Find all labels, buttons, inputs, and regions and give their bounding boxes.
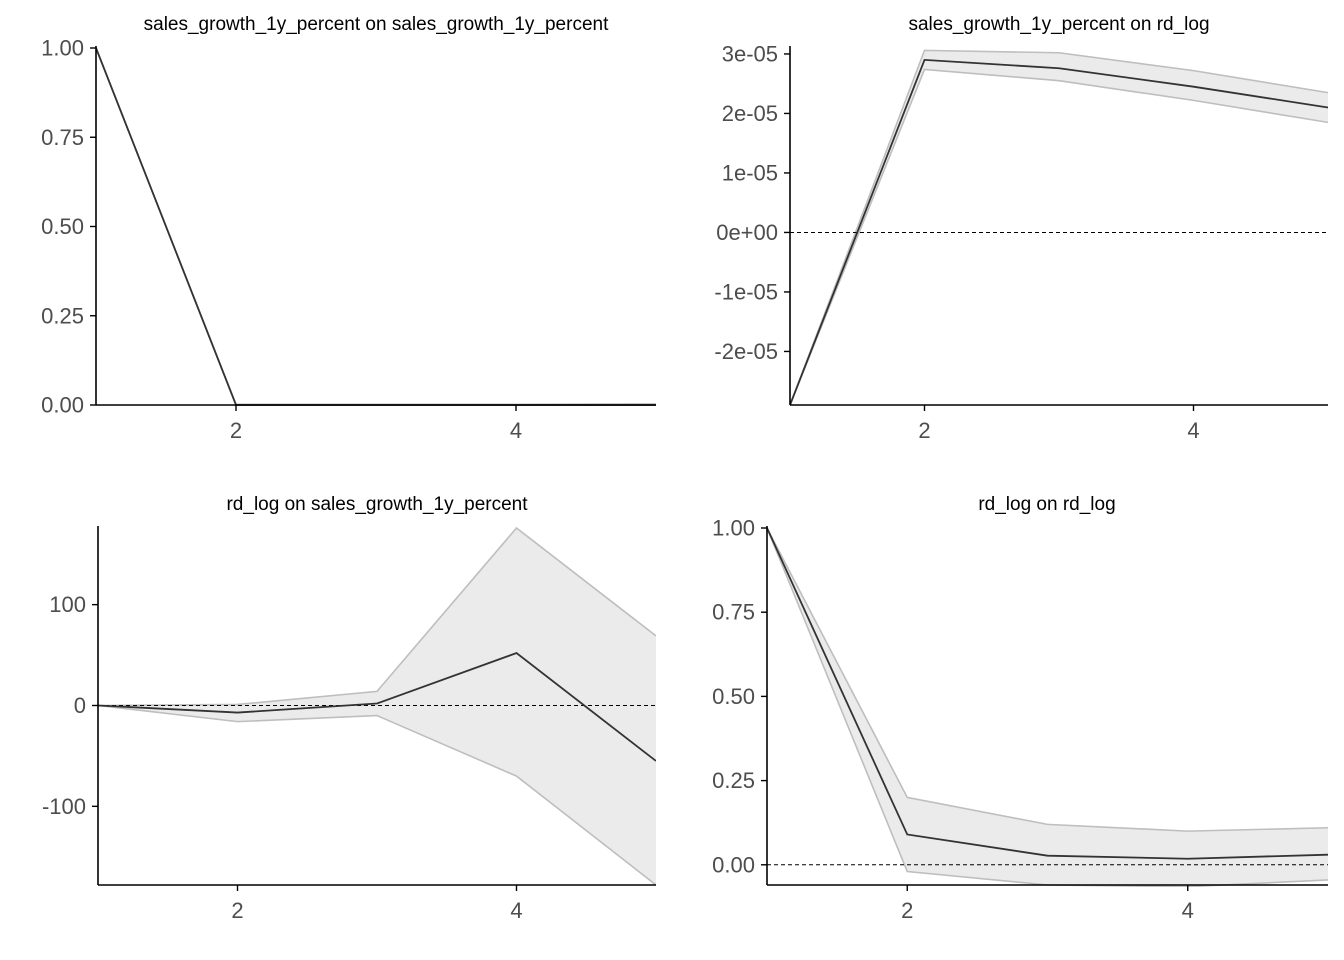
plot-area xyxy=(98,526,656,886)
x-tick-label: 4 xyxy=(510,898,522,923)
lower-bound-line xyxy=(96,47,656,406)
irf-line xyxy=(96,47,656,406)
y-tick-label: -1e-05 xyxy=(714,279,778,304)
y-tick-label: 100 xyxy=(49,592,86,617)
confidence-band xyxy=(96,48,656,405)
confidence-band xyxy=(767,528,1328,887)
plot-area xyxy=(96,47,656,406)
y-tick-label: 0.50 xyxy=(712,684,755,709)
y-tick-label: 0.75 xyxy=(41,125,84,150)
x-tick-label: 2 xyxy=(231,898,243,923)
confidence-band xyxy=(98,528,656,885)
irf-line xyxy=(790,58,1328,406)
x-tick-label: 2 xyxy=(901,898,913,923)
plot-area xyxy=(790,49,1328,406)
x-tick-label: 2 xyxy=(230,418,242,443)
x-tick-label: 4 xyxy=(510,418,522,443)
y-tick-label: 0 xyxy=(74,693,86,718)
irf-line xyxy=(767,527,1328,860)
upper-bound-line xyxy=(98,526,656,707)
y-tick-label: 1.00 xyxy=(41,36,84,61)
y-tick-label: 0.25 xyxy=(41,303,84,328)
irf-panel-1: 0.00 0.25 0.50 0.75 1.00 2 4 sales_growth_1y_pe… xyxy=(41,14,656,443)
upper-bound-line xyxy=(790,49,1328,406)
irf-line xyxy=(98,652,656,762)
plot-area xyxy=(767,527,1328,887)
y-tick-label: 0.50 xyxy=(41,214,84,239)
panel-title: rd_log on sales_growth_1y_percent xyxy=(226,494,528,515)
y-tick-label: 1e-05 xyxy=(722,160,778,185)
y-tick-label: -100 xyxy=(42,794,86,819)
lower-bound-line xyxy=(790,68,1328,406)
y-tick-label: 2e-05 xyxy=(722,101,778,126)
y-tick-label: 0e+00 xyxy=(716,220,778,245)
x-tick-label: 4 xyxy=(1182,898,1194,923)
y-tick-label: 0.25 xyxy=(712,768,755,793)
irf-panel-4: 0.00 0.25 0.50 0.75 1.00 2 4 rd_log on rd_log xyxy=(712,494,1328,923)
y-tick-label: 0.00 xyxy=(712,852,755,877)
upper-bound-line xyxy=(96,47,656,406)
y-tick-label: -2e-05 xyxy=(714,339,778,364)
lower-bound-line xyxy=(98,704,656,886)
irf-panel-2: -2e-05 -1e-05 0e+00 1e-05 2e-05 3e-05 2 4 sales_… xyxy=(714,14,1328,443)
panel-title: sales_growth_1y_percent on rd_log xyxy=(908,14,1209,35)
x-tick-label: 4 xyxy=(1187,418,1199,443)
x-tick-label: 2 xyxy=(918,418,930,443)
irf-panel-3: -100 0 100 2 4 rd_log on sales_growth_1y_perc… xyxy=(42,494,656,923)
upper-bound-line xyxy=(767,527,1328,832)
y-tick-label: 3e-05 xyxy=(722,41,778,66)
y-tick-label: 1.00 xyxy=(712,516,755,541)
confidence-band xyxy=(790,50,1328,405)
panel-title: sales_growth_1y_percent on sales_growth_… xyxy=(144,14,609,35)
y-tick-label: 0.00 xyxy=(41,393,84,418)
panel-title: rd_log on rd_log xyxy=(978,494,1115,515)
y-tick-label: 0.75 xyxy=(712,600,755,625)
